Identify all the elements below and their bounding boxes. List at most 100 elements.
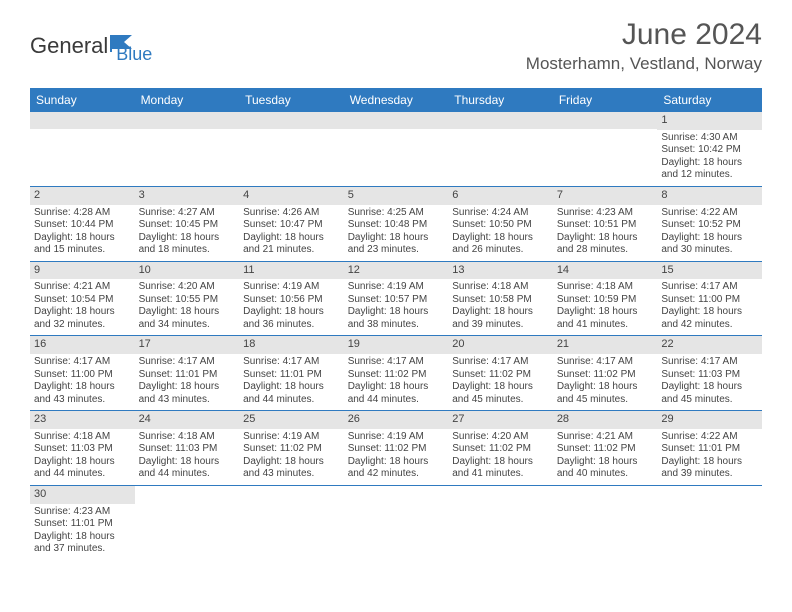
sunset-text: Sunset: 10:55 PM — [139, 294, 236, 307]
day-body: Sunrise: 4:19 AMSunset: 11:02 PMDaylight… — [344, 429, 449, 485]
sunset-text: Sunset: 10:44 PM — [34, 219, 131, 232]
daylight-text: and 44 minutes. — [243, 394, 340, 407]
day-body: Sunrise: 4:17 AMSunset: 11:01 PMDaylight… — [135, 354, 240, 410]
day-number: 8 — [657, 187, 762, 205]
day-cell: 24Sunrise: 4:18 AMSunset: 11:03 PMDaylig… — [135, 411, 240, 486]
day-body: Sunrise: 4:17 AMSunset: 11:02 PMDaylight… — [448, 354, 553, 410]
day-cell: 5Sunrise: 4:25 AMSunset: 10:48 PMDayligh… — [344, 186, 449, 261]
week-row: 16Sunrise: 4:17 AMSunset: 11:00 PMDaylig… — [30, 336, 762, 411]
sunset-text: Sunset: 11:00 PM — [34, 369, 131, 382]
sunrise-text: Sunrise: 4:22 AM — [661, 431, 758, 444]
daylight-text: and 39 minutes. — [661, 468, 758, 481]
day-header-monday: Monday — [135, 88, 240, 112]
daylight-text: and 43 minutes. — [34, 394, 131, 407]
daylight-text: and 23 minutes. — [348, 244, 445, 257]
sunset-text: Sunset: 11:02 PM — [348, 369, 445, 382]
daylight-text: Daylight: 18 hours — [452, 456, 549, 469]
day-body: Sunrise: 4:18 AMSunset: 11:03 PMDaylight… — [30, 429, 135, 485]
sunrise-text: Sunrise: 4:17 AM — [452, 356, 549, 369]
day-cell — [448, 112, 553, 186]
day-number: 12 — [344, 262, 449, 280]
sunset-text: Sunset: 11:02 PM — [452, 369, 549, 382]
daylight-text: Daylight: 18 hours — [139, 306, 236, 319]
day-cell: 30Sunrise: 4:23 AMSunset: 11:01 PMDaylig… — [30, 485, 135, 559]
day-body: Sunrise: 4:27 AMSunset: 10:45 PMDaylight… — [135, 205, 240, 261]
daylight-text: and 15 minutes. — [34, 244, 131, 257]
daylight-text: Daylight: 18 hours — [452, 381, 549, 394]
sunrise-text: Sunrise: 4:17 AM — [348, 356, 445, 369]
daylight-text: Daylight: 18 hours — [661, 232, 758, 245]
sunset-text: Sunset: 10:47 PM — [243, 219, 340, 232]
sunrise-text: Sunrise: 4:27 AM — [139, 207, 236, 220]
daylight-text: Daylight: 18 hours — [661, 157, 758, 170]
day-body: Sunrise: 4:21 AMSunset: 10:54 PMDaylight… — [30, 279, 135, 335]
day-body: Sunrise: 4:26 AMSunset: 10:47 PMDaylight… — [239, 205, 344, 261]
day-body: Sunrise: 4:23 AMSunset: 10:51 PMDaylight… — [553, 205, 658, 261]
daylight-text: and 42 minutes. — [348, 468, 445, 481]
daylight-text: Daylight: 18 hours — [661, 456, 758, 469]
day-number: 17 — [135, 336, 240, 354]
sunset-text: Sunset: 11:03 PM — [661, 369, 758, 382]
sunset-text: Sunset: 11:01 PM — [243, 369, 340, 382]
day-number: 25 — [239, 411, 344, 429]
day-header-tuesday: Tuesday — [239, 88, 344, 112]
sunrise-text: Sunrise: 4:19 AM — [348, 431, 445, 444]
sunrise-text: Sunrise: 4:19 AM — [243, 281, 340, 294]
day-number: 22 — [657, 336, 762, 354]
day-body: Sunrise: 4:25 AMSunset: 10:48 PMDaylight… — [344, 205, 449, 261]
day-body: Sunrise: 4:17 AMSunset: 11:02 PMDaylight… — [344, 354, 449, 410]
day-cell: 28Sunrise: 4:21 AMSunset: 11:02 PMDaylig… — [553, 411, 658, 486]
day-number: 13 — [448, 262, 553, 280]
day-body: Sunrise: 4:23 AMSunset: 11:01 PMDaylight… — [30, 504, 135, 560]
daylight-text: Daylight: 18 hours — [243, 456, 340, 469]
week-row: 2Sunrise: 4:28 AMSunset: 10:44 PMDayligh… — [30, 186, 762, 261]
daylight-text: Daylight: 18 hours — [243, 306, 340, 319]
sunrise-text: Sunrise: 4:26 AM — [243, 207, 340, 220]
week-row: 23Sunrise: 4:18 AMSunset: 11:03 PMDaylig… — [30, 411, 762, 486]
day-body: Sunrise: 4:19 AMSunset: 11:02 PMDaylight… — [239, 429, 344, 485]
sunset-text: Sunset: 11:01 PM — [139, 369, 236, 382]
day-cell: 25Sunrise: 4:19 AMSunset: 11:02 PMDaylig… — [239, 411, 344, 486]
day-cell: 23Sunrise: 4:18 AMSunset: 11:03 PMDaylig… — [30, 411, 135, 486]
sunrise-text: Sunrise: 4:19 AM — [243, 431, 340, 444]
day-number: 7 — [553, 187, 658, 205]
week-row: 9Sunrise: 4:21 AMSunset: 10:54 PMDayligh… — [30, 261, 762, 336]
calendar-table: SundayMondayTuesdayWednesdayThursdayFrid… — [30, 88, 762, 560]
day-number: 6 — [448, 187, 553, 205]
sunrise-text: Sunrise: 4:24 AM — [452, 207, 549, 220]
month-title: June 2024 — [526, 18, 762, 52]
sunset-text: Sunset: 10:45 PM — [139, 219, 236, 232]
sunrise-text: Sunrise: 4:30 AM — [661, 132, 758, 145]
sunrise-text: Sunrise: 4:28 AM — [34, 207, 131, 220]
sunset-text: Sunset: 11:03 PM — [34, 443, 131, 456]
sunrise-text: Sunrise: 4:23 AM — [557, 207, 654, 220]
daylight-text: Daylight: 18 hours — [557, 456, 654, 469]
sunset-text: Sunset: 10:42 PM — [661, 144, 758, 157]
sunset-text: Sunset: 10:58 PM — [452, 294, 549, 307]
daylight-text: and 38 minutes. — [348, 319, 445, 332]
day-cell: 21Sunrise: 4:17 AMSunset: 11:02 PMDaylig… — [553, 336, 658, 411]
day-cell: 19Sunrise: 4:17 AMSunset: 11:02 PMDaylig… — [344, 336, 449, 411]
day-body: Sunrise: 4:18 AMSunset: 10:58 PMDaylight… — [448, 279, 553, 335]
day-number: 28 — [553, 411, 658, 429]
sunrise-text: Sunrise: 4:17 AM — [557, 356, 654, 369]
sunrise-text: Sunrise: 4:17 AM — [34, 356, 131, 369]
day-body: Sunrise: 4:21 AMSunset: 11:02 PMDaylight… — [553, 429, 658, 485]
day-cell — [239, 112, 344, 186]
daylight-text: Daylight: 18 hours — [557, 306, 654, 319]
sunset-text: Sunset: 11:01 PM — [34, 518, 131, 531]
empty-day — [239, 112, 344, 129]
logo: General Blue — [30, 26, 152, 65]
sunset-text: Sunset: 11:00 PM — [661, 294, 758, 307]
day-cell: 29Sunrise: 4:22 AMSunset: 11:01 PMDaylig… — [657, 411, 762, 486]
daylight-text: and 36 minutes. — [243, 319, 340, 332]
day-cell: 4Sunrise: 4:26 AMSunset: 10:47 PMDayligh… — [239, 186, 344, 261]
daylight-text: and 18 minutes. — [139, 244, 236, 257]
daylight-text: Daylight: 18 hours — [348, 232, 445, 245]
sunrise-text: Sunrise: 4:21 AM — [557, 431, 654, 444]
daylight-text: Daylight: 18 hours — [34, 531, 131, 544]
day-number: 30 — [30, 486, 135, 504]
sunrise-text: Sunrise: 4:18 AM — [452, 281, 549, 294]
empty-day — [30, 112, 135, 129]
sunset-text: Sunset: 11:02 PM — [452, 443, 549, 456]
